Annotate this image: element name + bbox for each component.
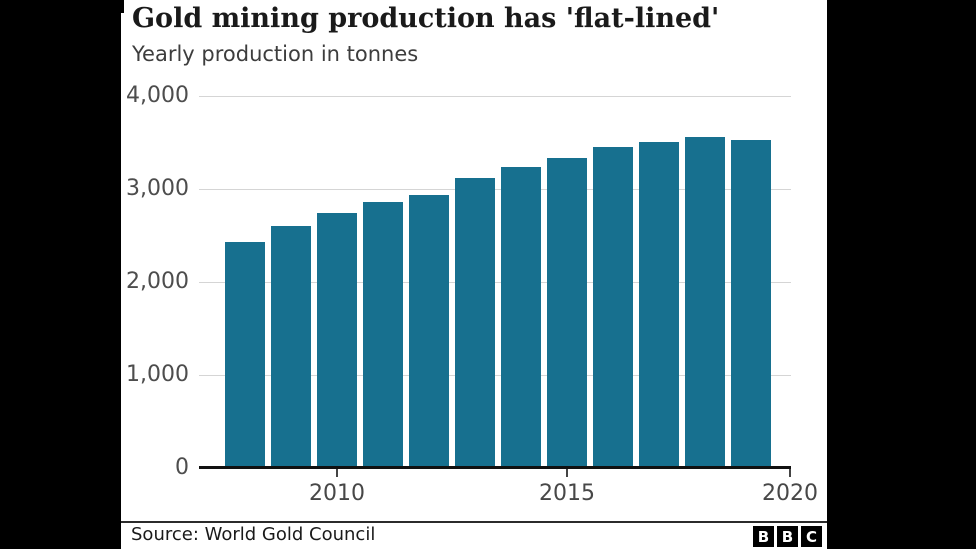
bar-2011 [363,202,403,467]
bar-2014 [501,167,541,467]
x-axis-tick-label-2010: 2010 [309,481,365,506]
x-axis-tick-2010 [336,469,338,477]
x-axis-tick-label-2015: 2015 [539,481,595,506]
source-credit: Source: World Gold Council [131,524,376,545]
x-axis-tick-label-2020: 2020 [762,481,818,506]
footer-divider [121,521,827,523]
bar-2008 [225,242,265,467]
y-axis-tick-label-4000: 4,000 [126,83,189,108]
x-axis-tick-2015 [566,469,568,477]
bar-2013 [455,178,495,467]
bar-2012 [409,195,449,467]
bbc-logo-block-b1: B [753,526,774,547]
bbc-logo-block-b2: B [777,526,798,547]
y-axis-tick-label-0: 0 [175,455,189,480]
bar-2016 [593,147,633,467]
gridline-4000 [199,96,791,97]
gridline-3000 [199,189,791,190]
x-axis-baseline [199,466,791,469]
bar-2019 [731,140,771,467]
chart-subtitle: Yearly production in tonnes [132,42,419,66]
chart-title: Gold mining production has 'flat-lined' [132,3,720,34]
bar-2017 [639,142,679,467]
chart-canvas: Gold mining production has 'flat-lined' … [121,0,827,549]
gridline-1000 [199,375,791,376]
gridline-2000 [199,282,791,283]
x-axis-tick-2020 [789,469,791,477]
bbc-logo: B B C [753,526,822,547]
bar-2018 [685,137,725,467]
y-axis-tick-label-2000: 2,000 [126,269,189,294]
plot-area: 4,000 3,000 2,000 1,000 0 2010 2015 2020 [121,0,827,549]
top-left-notch [121,0,124,13]
bar-2010 [317,213,357,467]
bar-2015 [547,158,587,467]
bar-2009 [271,226,311,467]
y-axis-tick-label-3000: 3,000 [126,176,189,201]
y-axis-tick-label-1000: 1,000 [126,362,189,387]
bbc-logo-block-c: C [801,526,822,547]
